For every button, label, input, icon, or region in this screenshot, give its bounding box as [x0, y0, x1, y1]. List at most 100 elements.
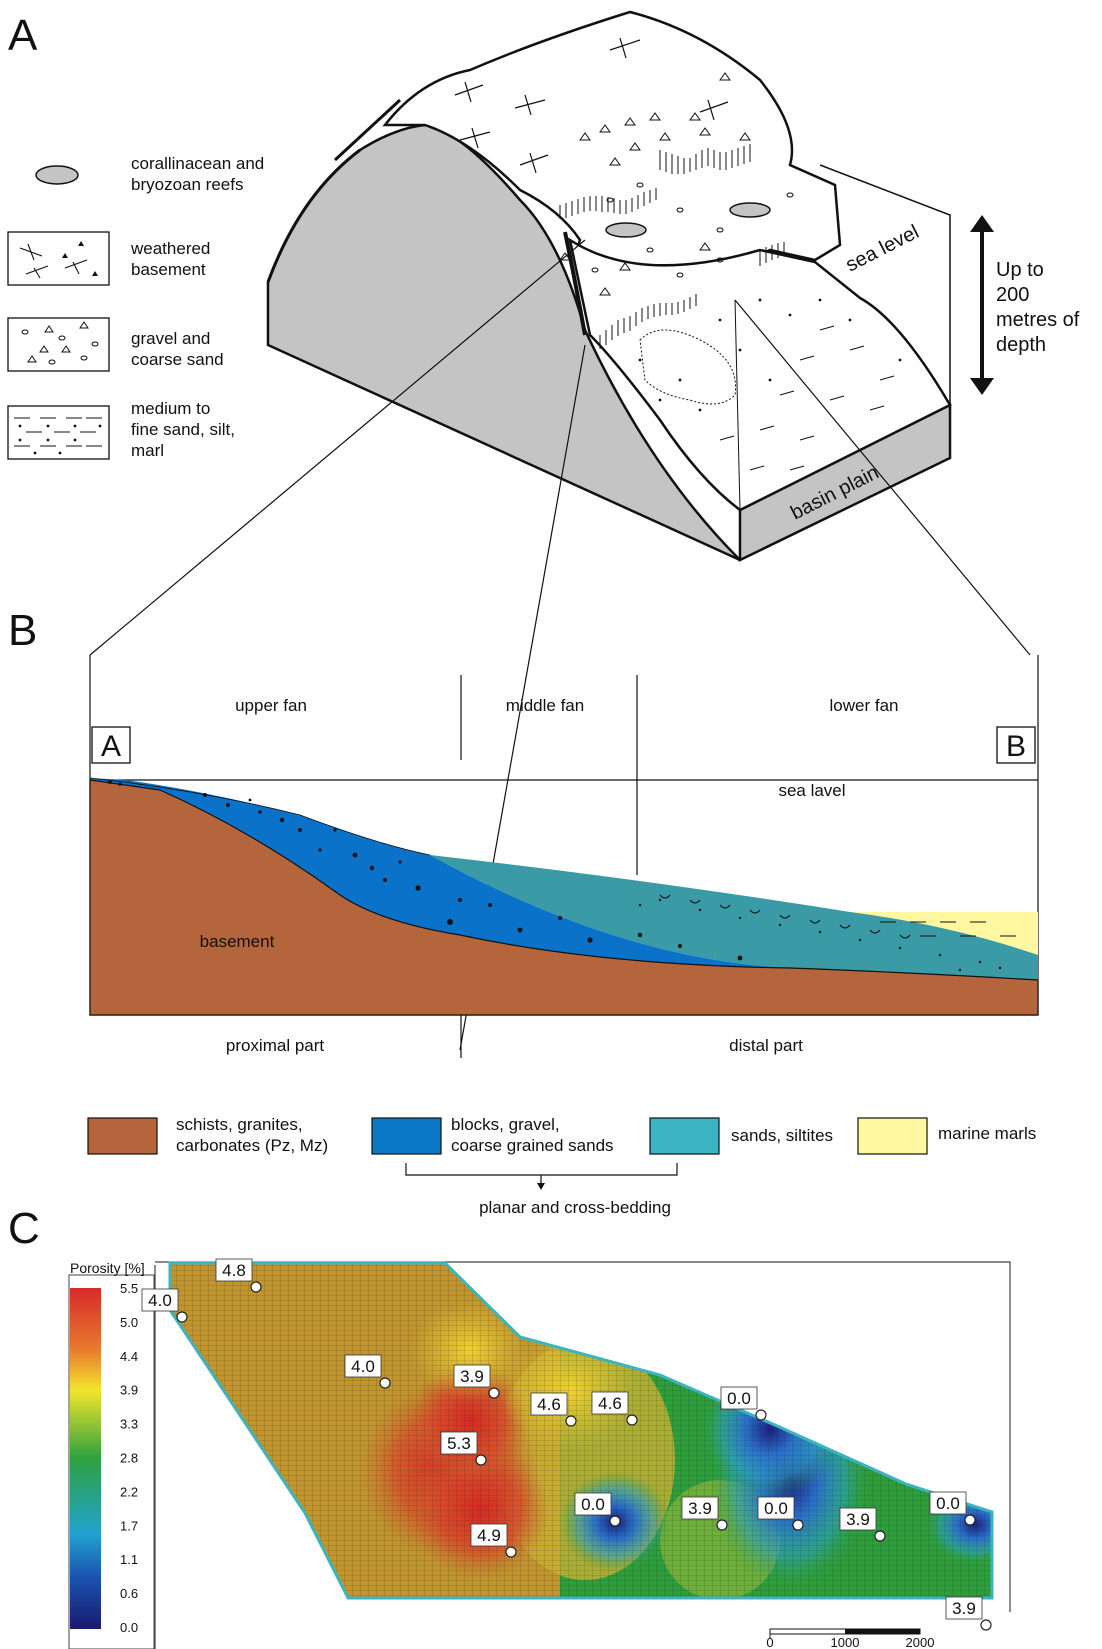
legend-a: corallinacean and bryozoan reefs weather…	[7, 154, 264, 460]
well-value: 0.0	[727, 1389, 751, 1408]
block-left-edge	[266, 98, 402, 283]
legend-a-gravel-line-1: gravel and	[131, 329, 210, 348]
cross-bedding-marks	[659, 894, 911, 939]
well-value: 4.0	[351, 1357, 375, 1376]
well-value: 3.9	[846, 1510, 870, 1529]
legend-a-basement-line-2: basement	[131, 260, 206, 279]
reef-icon	[605, 222, 647, 238]
end-a-box	[91, 726, 131, 764]
colorbar-tick-label: 3.9	[120, 1383, 138, 1398]
legend-b-coarse-line-2: coarse grained sands	[451, 1136, 614, 1155]
well-marker: 4.0	[141, 1288, 188, 1323]
scale-bar: 0 1000 2000	[766, 1628, 934, 1649]
section-line-a	[89, 239, 586, 656]
well-value: 5.3	[447, 1434, 471, 1453]
well-label-box	[574, 1492, 612, 1516]
well-marker: 4.6	[591, 1391, 638, 1426]
well-marker: 3.9	[839, 1507, 886, 1542]
well-marker: 0.0	[720, 1386, 767, 1421]
well-marker: 0.0	[757, 1496, 804, 1531]
zone-middle-fan: middle fan	[506, 696, 584, 715]
well-label-box	[929, 1491, 967, 1515]
basement-crosses	[454, 37, 729, 174]
well-point	[964, 1514, 976, 1526]
scarp-hachures	[559, 144, 785, 349]
well-marker: 3.9	[453, 1364, 500, 1399]
well-label-box	[470, 1523, 508, 1547]
colorbar-tick-label: 0.0	[120, 1620, 138, 1635]
section-line-b	[734, 299, 1031, 656]
colorbar-tick-label: 5.5	[120, 1281, 138, 1296]
legend-b-basement-line-1: schists, granites,	[176, 1115, 303, 1134]
well-point	[792, 1519, 804, 1531]
fine-dots	[638, 298, 902, 412]
well-marker: 3.9	[681, 1496, 728, 1531]
colorbar-tick-label: 2.8	[120, 1451, 138, 1466]
colorbar-tick-label: 3.3	[120, 1417, 138, 1432]
well-value: 4.6	[537, 1395, 561, 1414]
section-line-divide	[734, 299, 741, 511]
colorbar-ticks: 5.5 5.0 4.4 3.9 3.3 2.8 2.2 1.7 1.1 0.6 0.0	[120, 1281, 138, 1635]
marl-dashes	[880, 921, 1016, 937]
well-value: 0.0	[581, 1495, 605, 1514]
well-label-box	[591, 1391, 629, 1415]
well-point	[488, 1387, 500, 1399]
scale-tick-1000: 1000	[831, 1635, 860, 1649]
well-point	[874, 1530, 886, 1542]
well-label-box	[839, 1507, 877, 1531]
end-a-label: A	[101, 730, 121, 763]
colorbar-title: Porosity [%]	[70, 1260, 145, 1276]
well-marker: 0.0	[574, 1492, 621, 1527]
well-value: 3.9	[460, 1367, 484, 1386]
legend-a-basement-line-1: weathered	[130, 239, 210, 258]
panel-b: B upper fan middle fan lower fan A B sea…	[8, 606, 1039, 1217]
zone-lower-fan: lower fan	[830, 696, 899, 715]
well-point	[980, 1619, 992, 1631]
well-point	[565, 1415, 577, 1427]
block-diagram: sea level basin plain	[89, 10, 1031, 1051]
marls-layer	[850, 912, 1038, 955]
well-label-box	[453, 1364, 491, 1388]
bedding-bracket	[405, 1163, 678, 1184]
well-marker: 4.8	[215, 1258, 262, 1293]
legend-a-reef-line-2: bryozoan reefs	[131, 175, 243, 194]
fan-slope	[568, 237, 952, 512]
well-point	[609, 1515, 621, 1527]
well-point	[755, 1409, 767, 1421]
well-marker: 4.9	[470, 1523, 517, 1558]
sea-level-b-label: sea lavel	[778, 781, 845, 800]
block-back-outline	[819, 164, 951, 405]
well-label-box	[681, 1496, 719, 1520]
depth-line-3: metres of	[996, 309, 1080, 331]
panel-a-letter: A	[8, 11, 38, 60]
well-value: 4.8	[222, 1261, 246, 1280]
well-label-box	[757, 1496, 795, 1520]
well-value: 4.6	[598, 1394, 622, 1413]
well-point	[379, 1377, 391, 1389]
well-value: 3.9	[952, 1599, 976, 1618]
well-value: 0.0	[764, 1499, 788, 1518]
basement-layer	[89, 779, 1039, 1016]
well-value: 0.0	[936, 1494, 960, 1513]
distal-label: distal part	[729, 1036, 803, 1055]
legend-b-marls-line-1: marine marls	[938, 1124, 1036, 1143]
legend-b-swatch-marls	[857, 1117, 928, 1155]
well-point	[250, 1281, 262, 1293]
well-label-box	[720, 1386, 758, 1410]
reef-icon	[729, 202, 771, 218]
legend-b-swatch-basement	[87, 1117, 158, 1155]
legend-a-reef-line-1: corallinacean and	[131, 154, 264, 173]
end-b-box	[996, 726, 1036, 764]
well-marker: 4.0	[344, 1354, 391, 1389]
colorbar-tick-label: 1.7	[120, 1518, 138, 1533]
well-value: 4.0	[148, 1291, 172, 1310]
sands-layer	[430, 855, 1038, 980]
panel-c: C Porosity [%] 5.5 5.0 4.4 3.9 3.3 2.8	[8, 1204, 1011, 1649]
gravel-icon	[7, 317, 110, 372]
colorbar-tick-label: 4.4	[120, 1349, 138, 1364]
well-point	[475, 1454, 487, 1466]
zone-upper-fan: upper fan	[235, 696, 307, 715]
well-value: 3.9	[688, 1499, 712, 1518]
depth-arrow	[970, 215, 994, 395]
legend-b: schists, granites, carbonates (Pz, Mz) b…	[87, 1115, 1036, 1217]
